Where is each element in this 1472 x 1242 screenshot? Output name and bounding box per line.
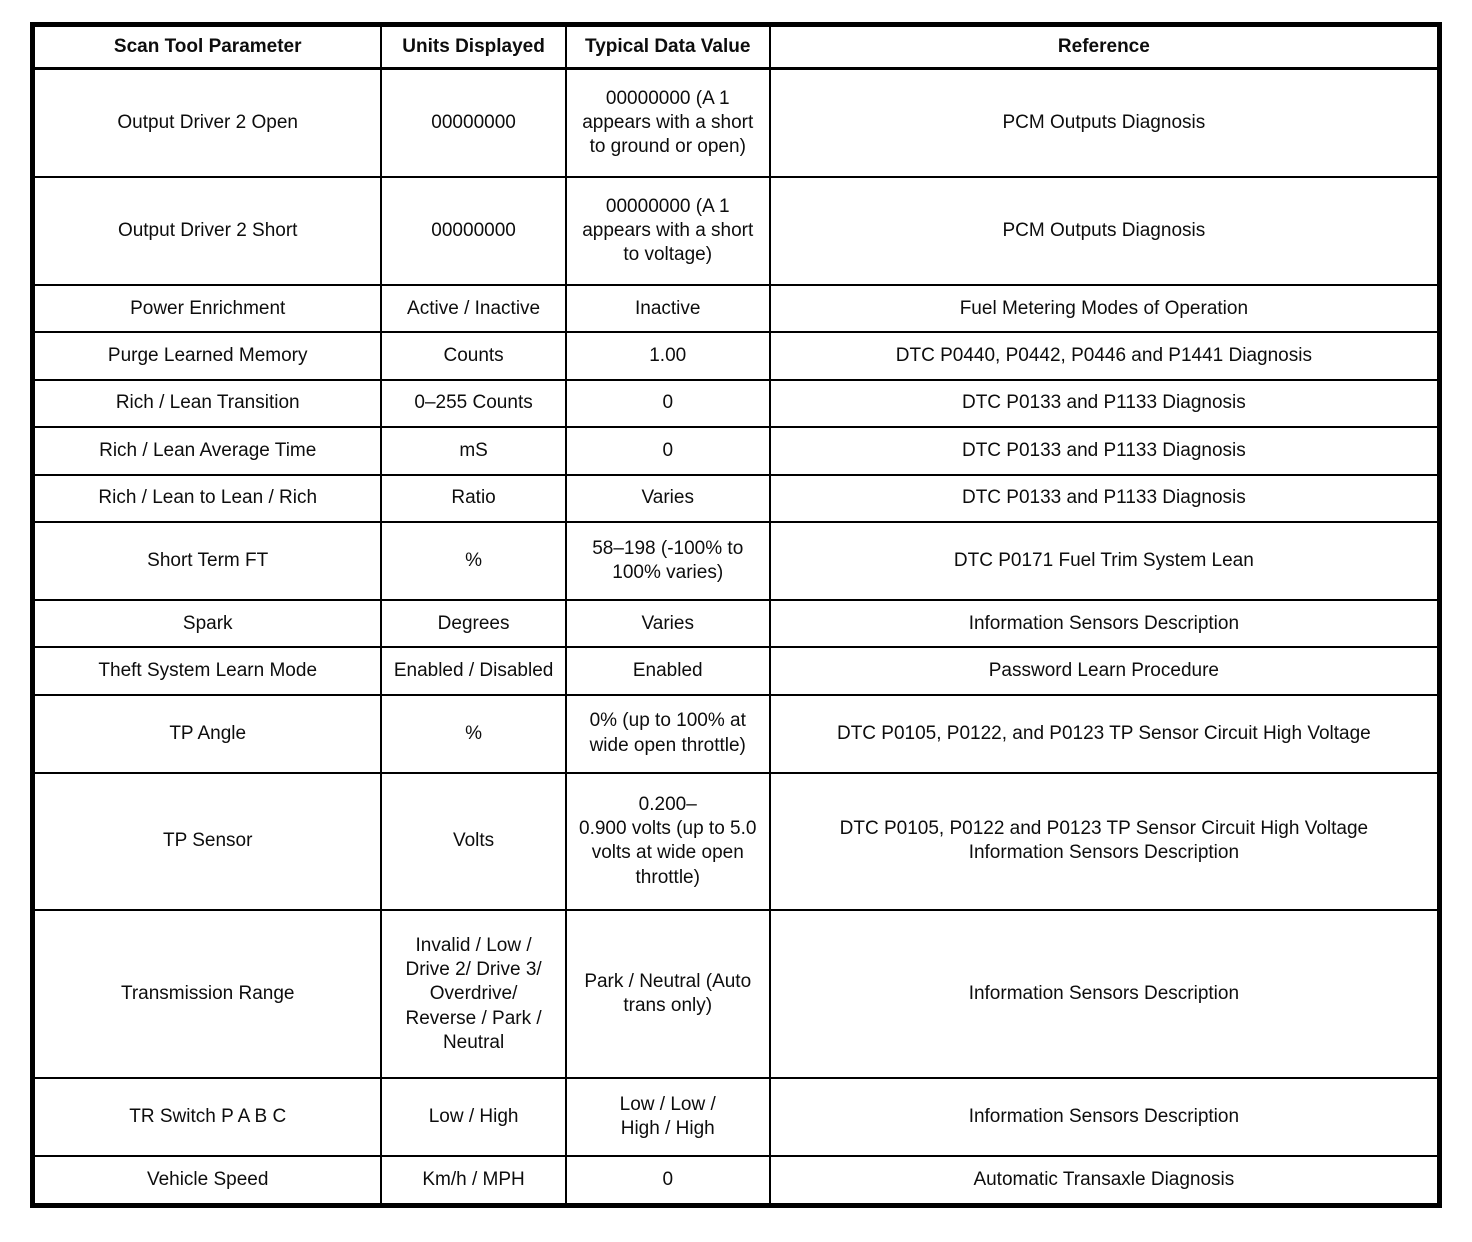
parameter-cell: Purge Learned Memory — [31, 331, 383, 381]
parameter-cell: Rich / Lean Transition — [31, 378, 383, 429]
table-row: TP Sensor Volts 0.200– 0.900 volts (up to … — [31, 771, 1441, 912]
reference-cell: PCM Outputs Diagnosis — [768, 67, 1441, 179]
reference-cell: DTC P0105, P0122, and P0123 TP Sensor Ci… — [768, 693, 1441, 774]
parameter-cell: Rich / Lean to Lean / Rich — [31, 473, 383, 524]
table-row: Vehicle Speed Km/h / MPH 0 Automatic Transa… — [31, 1155, 1441, 1207]
reference-cell: Information Sensors Description — [768, 1077, 1441, 1158]
parameter-cell: TP Sensor — [31, 771, 383, 912]
reference-cell: DTC P0133 and P1133 Diagnosis — [768, 426, 1441, 476]
column-header: Scan Tool Parameter — [31, 23, 383, 71]
scan-tool-table: Scan Tool Parameter Units Displayed Typica… — [30, 22, 1442, 1208]
reference-cell: Information Sensors Description — [768, 598, 1441, 649]
units-cell: Invalid / Low / Drive 2/ Drive 3/ Overdr… — [380, 909, 567, 1080]
parameter-cell: Output Driver 2 Short — [31, 176, 383, 286]
units-cell: Km/h / MPH — [380, 1155, 567, 1207]
parameter-cell: TP Angle — [31, 693, 383, 774]
units-cell: Counts — [380, 331, 567, 381]
reference-cell: DTC P0105, P0122 and P0123 TP Sensor Cir… — [768, 771, 1441, 912]
units-cell: Low / High — [380, 1077, 567, 1158]
units-cell: % — [380, 521, 567, 601]
value-cell: 00000000 (A 1 appears with a short to vo… — [564, 176, 771, 286]
reference-cell: DTC P0440, P0442, P0446 and P1441 Diagno… — [768, 331, 1441, 381]
parameter-cell: Vehicle Speed — [31, 1155, 383, 1207]
units-cell: Active / Inactive — [380, 283, 567, 334]
value-cell: Varies — [564, 473, 771, 524]
reference-cell: Information Sensors Description — [768, 909, 1441, 1080]
units-cell: 00000000 — [380, 176, 567, 286]
table-row: Output Driver 2 Open 00000000 00000000 (A … — [31, 67, 1441, 179]
value-cell: 0 — [564, 378, 771, 429]
value-cell: Park / Neutral (Auto trans only) — [564, 909, 771, 1080]
reference-cell: DTC P0133 and P1133 Diagnosis — [768, 473, 1441, 524]
parameter-cell: Spark — [31, 598, 383, 649]
units-cell: 00000000 — [380, 67, 567, 179]
parameter-cell: TR Switch P A B C — [31, 1077, 383, 1158]
value-cell: Low / Low / High / High — [564, 1077, 771, 1158]
reference-cell: Automatic Transaxle Diagnosis — [768, 1155, 1441, 1207]
units-cell: Degrees — [380, 598, 567, 649]
value-cell: 0% (up to 100% at wide open throttle) — [564, 693, 771, 774]
parameter-cell: Rich / Lean Average Time — [31, 426, 383, 476]
parameter-cell: Transmission Range — [31, 909, 383, 1080]
value-cell: 00000000 (A 1 appears with a short to gr… — [564, 67, 771, 179]
parameter-cell: Theft System Learn Mode — [31, 646, 383, 696]
units-cell: mS — [380, 426, 567, 476]
reference-cell: Fuel Metering Modes of Operation — [768, 283, 1441, 334]
header-row: Scan Tool Parameter Units Displayed Typica… — [31, 23, 1441, 71]
units-cell: Volts — [380, 771, 567, 912]
units-cell: % — [380, 693, 567, 774]
table-row: Theft System Learn Mode Enabled / Disable… — [31, 646, 1441, 696]
reference-cell: DTC P0171 Fuel Trim System Lean — [768, 521, 1441, 601]
value-cell: Varies — [564, 598, 771, 649]
column-header: Typical Data Value — [564, 23, 771, 71]
table-row: TR Switch P A B C Low / High Low / Low / H… — [31, 1077, 1441, 1158]
value-cell: 1.00 — [564, 331, 771, 381]
reference-cell: DTC P0133 and P1133 Diagnosis — [768, 378, 1441, 429]
table-row: Power Enrichment Active / Inactive Inactiv… — [31, 283, 1441, 334]
table-row: Short Term FT% 58–198 (-100% to 100% vari… — [31, 521, 1441, 601]
table-row: Rich / Lean Average Time mS 0 DTC P0133 and… — [31, 426, 1441, 476]
units-cell: Enabled / Disabled — [380, 646, 567, 696]
column-header: Units Displayed — [380, 23, 567, 71]
table-row: Purge Learned Memory Counts 1.00 DTC P0440,… — [31, 331, 1441, 381]
units-cell: Ratio — [380, 473, 567, 524]
parameter-cell: Output Driver 2 Open — [31, 67, 383, 179]
table-row: Output Driver 2 Short 00000000 00000000 (A… — [31, 176, 1441, 286]
reference-cell: PCM Outputs Diagnosis — [768, 176, 1441, 286]
table-row: TP Angle% 0% (up to 100% at wide open thr… — [31, 693, 1441, 774]
table-row: Rich / Lean Transition 0–255 Counts 0 DTC P… — [31, 378, 1441, 429]
value-cell: Inactive — [564, 283, 771, 334]
parameter-cell: Short Term FT — [31, 521, 383, 601]
table-body: Output Driver 2 Open 00000000 00000000 (A … — [31, 67, 1441, 1207]
reference-cell: Password Learn Procedure — [768, 646, 1441, 696]
value-cell: 0 — [564, 1155, 771, 1207]
units-cell: 0–255 Counts — [380, 378, 567, 429]
value-cell: 0 — [564, 426, 771, 476]
value-cell: 58–198 (-100% to 100% varies) — [564, 521, 771, 601]
table-row: Rich / Lean to Lean / Rich Ratio Varies DTC… — [31, 473, 1441, 524]
column-header: Reference — [768, 23, 1441, 71]
value-cell: Enabled — [564, 646, 771, 696]
table-row: Spark Degrees Varies Information Sensors De… — [31, 598, 1441, 649]
parameter-cell: Power Enrichment — [31, 283, 383, 334]
table-row: Transmission Range Invalid / Low / Drive … — [31, 909, 1441, 1080]
value-cell: 0.200– 0.900 volts (up to 5.0 volts at w… — [564, 771, 771, 912]
